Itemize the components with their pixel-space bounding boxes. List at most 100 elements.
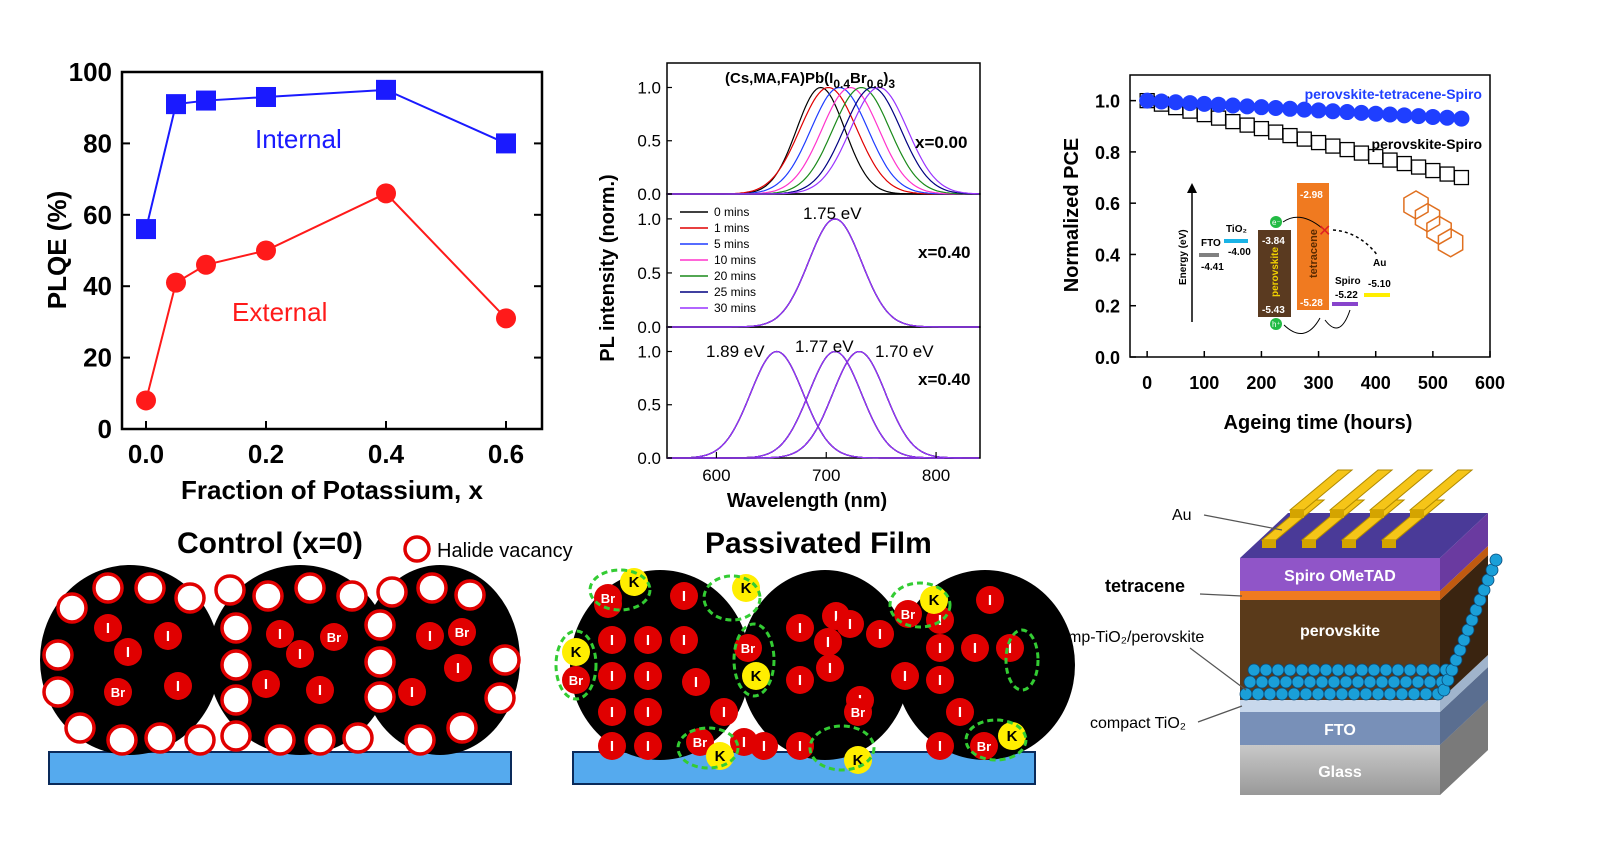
potassium-ion-label: K (715, 748, 726, 765)
tetracene-bottom-value: -5.28 (1300, 298, 1323, 309)
halide-vacancy (56, 592, 88, 624)
iodide-ion-label: I (610, 632, 614, 649)
compact-tio2-layer-side (1440, 655, 1488, 712)
pce-tetracene-point (1253, 99, 1270, 116)
electron-marker (1270, 216, 1282, 228)
mp-tio2-sphere (1415, 663, 1429, 677)
annotation-1-89ev: 1.89 eV (706, 342, 765, 361)
mp-tio2-sphere (1363, 675, 1377, 689)
mp-tio2-sphere (1311, 687, 1325, 701)
pce-tetracene-point (1410, 108, 1427, 125)
perovskite-bottom-value: -5.43 (1262, 305, 1285, 316)
blocked-electron-path (1332, 229, 1379, 257)
pl-x-tick-label: 800 (922, 466, 950, 485)
mp-tio2-sphere (1339, 675, 1353, 689)
bromide-ion (970, 732, 998, 760)
plqe-y-tick-label: 100 (69, 57, 112, 87)
pl-x-axis-label: Wavelength (nm) (727, 490, 887, 512)
pce-x-tick-label: 600 (1475, 373, 1505, 393)
pl-legend-label: 5 mins (714, 237, 749, 251)
hole-marker (1270, 318, 1282, 330)
iodide-ion-label: I (938, 672, 942, 689)
mp-tio2-sphere (1243, 675, 1257, 689)
halide-vacancy (134, 572, 166, 604)
iodide-ion (786, 614, 814, 642)
iodide-ion (634, 662, 662, 690)
plqe-x-axis-label: Fraction of Potassium, x (181, 475, 483, 505)
plqe-x-tick-label: 0.0 (128, 439, 164, 469)
mp-tio2-sphere (1255, 675, 1269, 689)
passivation-ring (732, 622, 776, 698)
iodide-ion (444, 654, 472, 682)
halide-vacancy (446, 712, 478, 744)
iodide-ion (961, 634, 989, 662)
pce-tetracene-point (1296, 101, 1313, 118)
passivation-ring (964, 718, 1028, 762)
mp-tio2-device-label: mp-TiO₂/perovskite (1068, 629, 1204, 646)
bromide-ion (844, 698, 872, 726)
au-electrode-front (1330, 510, 1344, 518)
iodide-ion-label: I (126, 644, 130, 661)
iodide-ion-label: I (318, 682, 322, 699)
iodide-ion-label: I (938, 640, 942, 657)
tetracene-series-label: perovskite-tetracene-Spiro (1305, 86, 1482, 102)
halide-vacancy (174, 582, 206, 614)
iodide-ion-label: I (610, 668, 614, 685)
plqe-y-tick-label: 0 (98, 414, 112, 444)
pce-tetracene-point (1196, 95, 1213, 112)
mp-tio2-sphere (1283, 663, 1297, 677)
pl-y-tick-label: 1.0 (637, 210, 661, 229)
plqe-external-point (496, 308, 516, 329)
mp-tio2-sphere (1247, 663, 1261, 677)
au-pointer-line (1203, 514, 1283, 531)
iodide-ion (814, 628, 842, 656)
pce-tetracene-point (1239, 98, 1256, 115)
halide-vacancy (42, 639, 74, 671)
mp-tio2-sphere (1489, 553, 1503, 567)
mp-tio2-sphere (1359, 687, 1373, 701)
energy-axis-arrowhead (1187, 183, 1197, 193)
tio2-level-bar (1224, 239, 1248, 243)
blocked-cross-icon: ✕ (1318, 223, 1331, 240)
iodide-ion-label: I (1008, 640, 1012, 657)
iodide-ion-label: I (682, 588, 686, 605)
iodide-ion (598, 662, 626, 690)
tetracene-layer-side (1440, 546, 1488, 600)
mp-tio2-sphere (1263, 687, 1277, 701)
pl-x-tick-label: 600 (702, 466, 730, 485)
bromide-ion-label: Br (741, 641, 755, 656)
pl-x-tick-label: 700 (812, 466, 840, 485)
perovskite-layer-label: perovskite (1300, 623, 1380, 640)
pce-y-tick-label: 0.6 (1095, 194, 1120, 214)
halide-vacancy (220, 649, 252, 681)
mp-tio2-sphere (1327, 675, 1341, 689)
iodide-ion-label: I (428, 628, 432, 645)
plqe-internal-point (196, 90, 216, 111)
pl-middle-label: x=0.40 (918, 243, 970, 262)
pce-x-tick-label: 200 (1246, 373, 1276, 393)
mp-tio2-sphere (1407, 687, 1421, 701)
iodide-ion-label: I (826, 634, 830, 651)
fto-layer-label: FTO (1324, 722, 1356, 739)
pce-tetracene-point (1182, 95, 1198, 112)
mp-tio2-sphere (1419, 687, 1433, 701)
mp-tio2-sphere (1387, 675, 1401, 689)
au-level-bar (1364, 293, 1390, 297)
iodide-ion-label: I (646, 632, 650, 649)
pce-y-tick-label: 0.0 (1095, 348, 1120, 368)
au-electrode-front (1290, 510, 1304, 518)
glass-layer-front (1240, 745, 1440, 795)
halide-vacancy (220, 684, 252, 716)
plqe-external-point (196, 254, 216, 275)
halide-vacancy (336, 580, 368, 612)
iodide-ion-label: I (742, 734, 746, 751)
halide-vacancy-legend-icon (403, 535, 431, 563)
pl-legend-label: 20 mins (714, 269, 756, 283)
spiro-series-label: perovskite-Spiro (1372, 136, 1482, 152)
bromide-ion-label: Br (693, 735, 707, 750)
mp-tio2-sphere (1395, 687, 1409, 701)
au-device-label: Au (1172, 507, 1192, 524)
control-grain (360, 565, 520, 755)
iodide-ion-label: I (958, 704, 962, 721)
